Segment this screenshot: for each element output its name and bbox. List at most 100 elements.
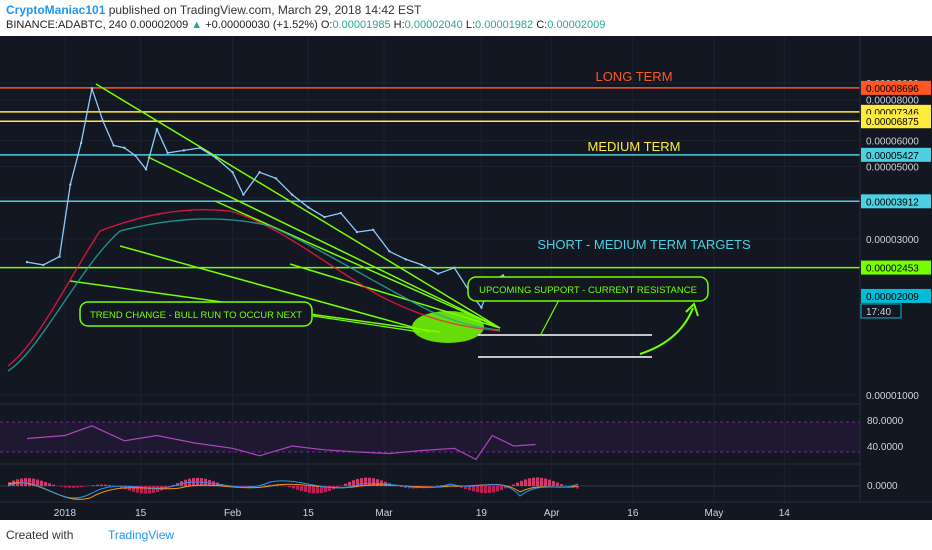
price-tick-label: 0.00006000 bbox=[866, 137, 919, 148]
macd-bar bbox=[100, 484, 103, 486]
chart-area[interactable]: TREND CHANGE - BULL RUN TO OCCUR NEXT UP… bbox=[0, 36, 932, 520]
price-tag-label: 0.00008696 bbox=[866, 84, 919, 95]
macd-bar bbox=[60, 486, 63, 487]
chart-background bbox=[0, 36, 932, 520]
time-tick-label: 19 bbox=[476, 508, 488, 519]
macd-bar bbox=[268, 484, 271, 486]
trend-change-text: TREND CHANGE - BULL RUN TO OCCUR NEXT bbox=[90, 310, 302, 321]
macd-bar bbox=[488, 486, 491, 494]
chart-svg[interactable]: TREND CHANGE - BULL RUN TO OCCUR NEXT UP… bbox=[0, 36, 932, 520]
macd-bar bbox=[440, 485, 443, 486]
macd-bar bbox=[312, 486, 315, 494]
price-point bbox=[79, 141, 83, 145]
high-value: 0.00002040 bbox=[404, 19, 463, 31]
time-tick-label: 15 bbox=[303, 508, 315, 519]
macd-bar bbox=[36, 479, 39, 486]
price-point bbox=[69, 183, 72, 186]
macd-bar bbox=[512, 484, 515, 486]
author-link[interactable]: CryptoManiac101 bbox=[6, 3, 106, 17]
target-levels bbox=[0, 87, 860, 269]
price-point bbox=[501, 274, 505, 277]
price-point bbox=[166, 151, 169, 155]
macd-tick: 0.0000 bbox=[867, 481, 898, 492]
macd-bar bbox=[364, 477, 367, 486]
price-point bbox=[231, 171, 234, 174]
price-point bbox=[372, 228, 375, 232]
price-tick-label: 0.00005000 bbox=[866, 162, 919, 173]
price-tick-label: 0.00001000 bbox=[866, 391, 919, 402]
macd-bar bbox=[292, 486, 295, 489]
price-tick-label: 0.00008000 bbox=[866, 96, 919, 107]
price-point bbox=[420, 263, 424, 267]
high-label: H: bbox=[393, 19, 405, 31]
price-tag-bg bbox=[861, 288, 931, 303]
price-point bbox=[215, 156, 218, 160]
countdown-label: 17:40 bbox=[866, 307, 891, 318]
macd-bar bbox=[280, 485, 283, 486]
callout-pointer bbox=[539, 297, 561, 337]
macd-bar bbox=[468, 486, 471, 491]
macd-bar bbox=[132, 486, 135, 492]
symbol-label: BINANCE:ADABTC, 240 bbox=[6, 19, 128, 31]
price-point bbox=[25, 260, 29, 264]
macd-bar bbox=[548, 479, 551, 486]
macd-bar bbox=[40, 480, 43, 486]
callout-boxes: TREND CHANGE - BULL RUN TO OCCUR NEXT UP… bbox=[79, 69, 751, 327]
price-tag-bg bbox=[861, 114, 931, 129]
macd-bar bbox=[64, 486, 67, 488]
long-term-label: LONG TERM bbox=[595, 69, 672, 84]
macd-bar bbox=[500, 486, 503, 491]
tradingview-logo[interactable]: TradingView bbox=[108, 528, 175, 542]
publish-line: CryptoManiac101 published on TradingView… bbox=[6, 3, 421, 17]
published-text: published on TradingView.com, March 29, … bbox=[105, 3, 422, 17]
rsi-band bbox=[0, 422, 860, 452]
macd-bar bbox=[48, 483, 51, 486]
price-tag-label: 0.00003912 bbox=[866, 197, 919, 208]
breakout-zone bbox=[412, 311, 484, 343]
countdown-bg bbox=[860, 303, 902, 319]
callout-pointer bbox=[312, 315, 421, 333]
price-point bbox=[182, 149, 186, 152]
macd-bar bbox=[328, 486, 331, 492]
macd-bar bbox=[320, 486, 323, 494]
trendline bbox=[214, 200, 501, 329]
price-point bbox=[123, 146, 126, 150]
macd-bar bbox=[324, 486, 327, 493]
macd-bar bbox=[68, 486, 71, 488]
macd-bar bbox=[376, 479, 379, 486]
price-tag-label: 0.00006875 bbox=[866, 117, 919, 128]
macd-bar bbox=[96, 484, 99, 486]
price-point bbox=[436, 272, 440, 275]
price-tag-bg bbox=[861, 80, 931, 95]
macd-bar bbox=[76, 486, 79, 488]
price-point bbox=[258, 171, 261, 174]
price-point bbox=[388, 250, 391, 253]
macd-bar bbox=[348, 481, 351, 486]
price-tick-label: 0.00003000 bbox=[866, 235, 919, 246]
price-point bbox=[101, 119, 104, 122]
macd-bar bbox=[144, 486, 147, 494]
price-point bbox=[198, 146, 202, 150]
price-point bbox=[90, 87, 94, 90]
macd-pane: 0.0000 bbox=[0, 463, 898, 500]
short-medium-term-label: SHORT - MEDIUM TERM TARGETS bbox=[537, 237, 751, 252]
grid bbox=[0, 36, 860, 502]
trendline bbox=[147, 156, 501, 329]
macd-bar bbox=[120, 486, 123, 488]
macd-bar bbox=[356, 478, 359, 486]
macd-bar bbox=[148, 486, 151, 494]
macd-bar bbox=[472, 486, 475, 492]
close-label: C: bbox=[536, 19, 548, 31]
macd-bar bbox=[576, 486, 579, 489]
support-callout bbox=[467, 276, 709, 302]
macd-bar bbox=[152, 486, 155, 493]
support-text: UPCOMING SUPPORT - CURRENT RESISTANCE bbox=[479, 285, 697, 296]
macd-bar bbox=[540, 477, 543, 486]
price-point bbox=[355, 230, 359, 234]
macd-bar bbox=[352, 480, 355, 486]
ma-fast-line bbox=[7, 209, 501, 367]
time-axis: 2018 15 Feb 15 Mar 19 Apr 16 May 14 bbox=[54, 508, 790, 519]
price-point bbox=[453, 266, 456, 269]
price-tag-label: 0.00002453 bbox=[866, 264, 919, 275]
